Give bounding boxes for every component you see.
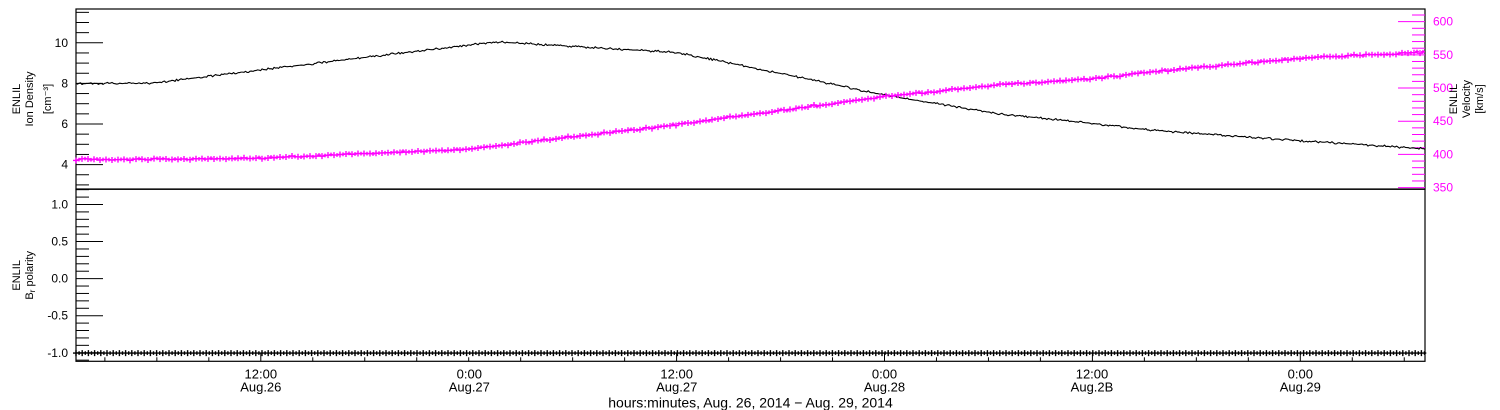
svg-text:450: 450 — [1433, 114, 1453, 128]
svg-text:Aug.27: Aug.27 — [449, 379, 490, 394]
svg-text:hours:minutes, Aug. 26, 2014 −: hours:minutes, Aug. 26, 2014 − Aug. 29, … — [608, 394, 893, 410]
svg-text:Aug.2B: Aug.2B — [1071, 379, 1114, 394]
svg-text:ENLIL: ENLIL — [11, 260, 23, 291]
svg-text:Aug.26: Aug.26 — [240, 379, 281, 394]
svg-text:8: 8 — [61, 76, 68, 90]
svg-text:Velocity: Velocity — [1461, 80, 1473, 118]
svg-text:10: 10 — [55, 36, 69, 50]
svg-text:Aug.29: Aug.29 — [1280, 379, 1321, 394]
svg-text:6: 6 — [61, 117, 68, 131]
svg-text:4: 4 — [61, 158, 68, 172]
svg-text:1.0: 1.0 — [51, 198, 68, 212]
svg-text:0.0: 0.0 — [51, 272, 68, 286]
svg-text:Ion Density: Ion Density — [24, 71, 36, 127]
svg-text:0.5: 0.5 — [51, 235, 68, 249]
svg-text:-0.5: -0.5 — [47, 309, 68, 323]
svg-text:ENLIL: ENLIL — [11, 84, 23, 115]
svg-text:[cm⁻³]: [cm⁻³] — [42, 84, 54, 114]
svg-text:550: 550 — [1433, 48, 1453, 62]
svg-text:Aug.27: Aug.27 — [656, 379, 697, 394]
svg-text:600: 600 — [1433, 15, 1453, 29]
svg-text:Aug.28: Aug.28 — [864, 379, 905, 394]
svg-text:350: 350 — [1433, 181, 1453, 195]
svg-text:ENLIL: ENLIL — [1448, 84, 1460, 115]
svg-text:400: 400 — [1433, 147, 1453, 161]
svg-text:-1.0: -1.0 — [47, 346, 68, 360]
svg-text:[km/s]: [km/s] — [1474, 84, 1486, 113]
